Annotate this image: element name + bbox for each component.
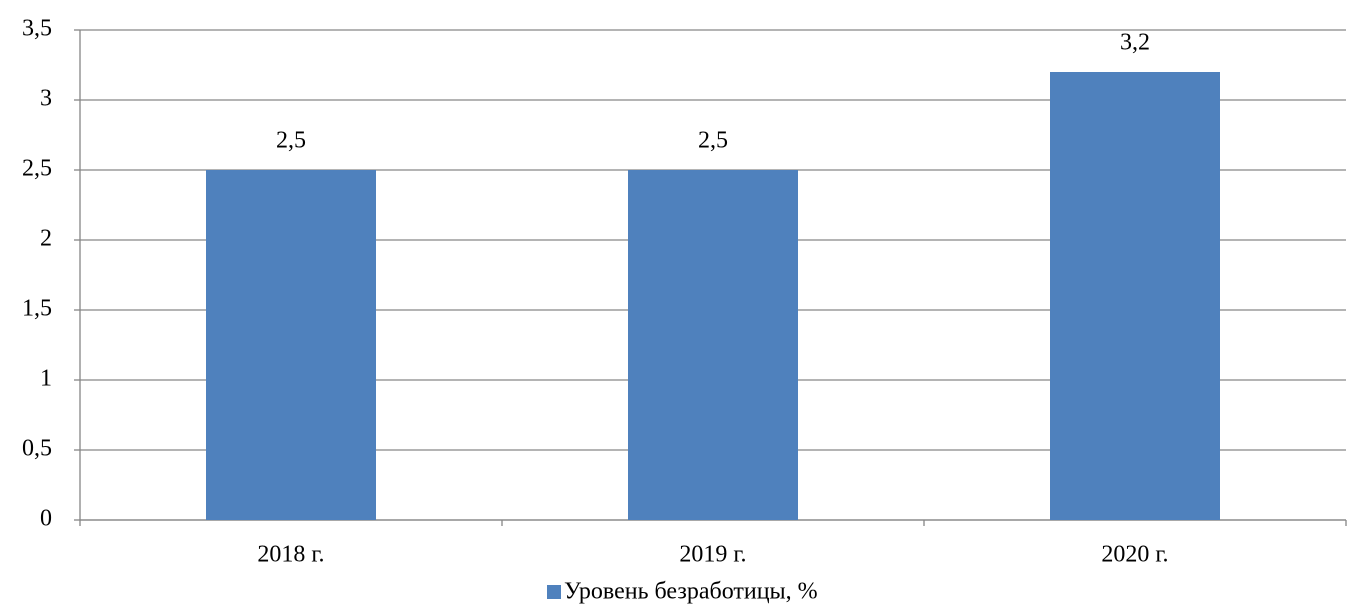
legend-label: Уровень безработицы, % bbox=[564, 579, 818, 605]
y-tick-label: 0,5 bbox=[22, 436, 52, 462]
data-label: 2,5 bbox=[276, 128, 306, 154]
legend-swatch bbox=[547, 585, 561, 599]
bar bbox=[206, 170, 376, 520]
x-tick-label: 2020 г. bbox=[1101, 542, 1168, 568]
data-label: 3,2 bbox=[1120, 30, 1150, 56]
x-tick-label: 2019 г. bbox=[679, 542, 746, 568]
data-label: 2,5 bbox=[698, 128, 728, 154]
y-tick-label: 3,5 bbox=[22, 16, 52, 42]
y-tick-label: 1 bbox=[40, 366, 52, 392]
y-tick-label: 2 bbox=[40, 226, 52, 252]
bar bbox=[1050, 72, 1220, 520]
y-tick-label: 3 bbox=[40, 86, 52, 112]
y-tick-label: 0 bbox=[40, 506, 52, 532]
y-tick-label: 2,5 bbox=[22, 156, 52, 182]
y-tick-label: 1,5 bbox=[22, 296, 52, 322]
x-tick-label: 2018 г. bbox=[257, 542, 324, 568]
bar bbox=[628, 170, 798, 520]
